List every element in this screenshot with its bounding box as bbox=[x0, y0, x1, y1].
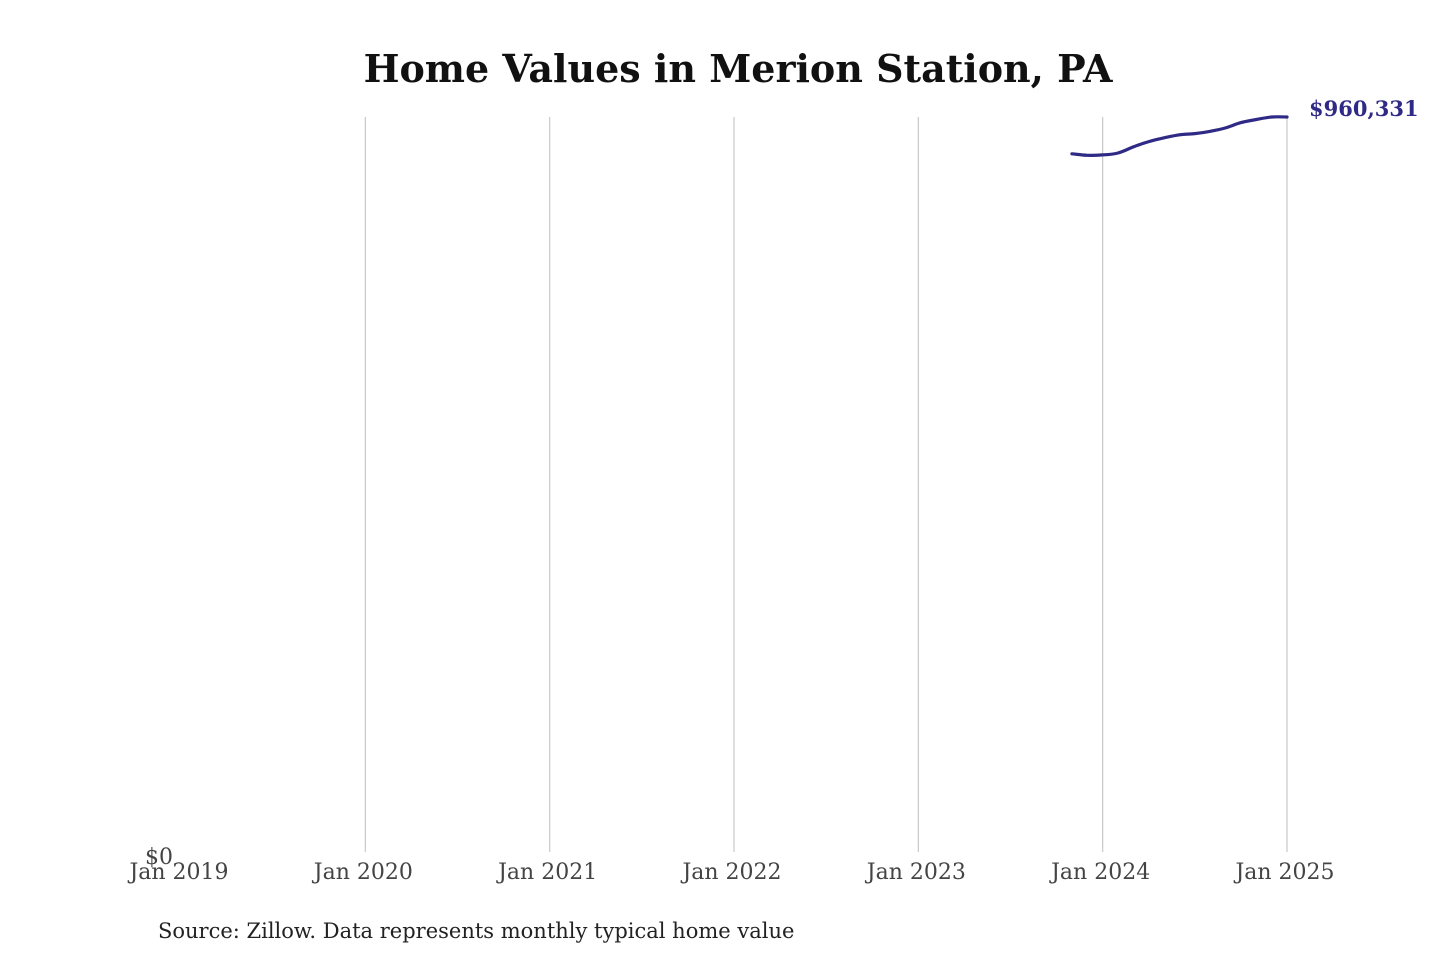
y-axis-zero-label: $0 bbox=[145, 845, 173, 870]
x-tick-label-jan-2023: Jan 2023 bbox=[865, 860, 966, 885]
gridlines bbox=[364, 117, 1288, 852]
home-value-series-line bbox=[1070, 115, 1289, 157]
x-tick-label-jan-2024: Jan 2024 bbox=[1049, 860, 1150, 885]
chart-title: Home Values in Merion Station, PA bbox=[364, 46, 1113, 91]
source-note: Source: Zillow. Data represents monthly … bbox=[158, 919, 794, 943]
end-value-label: $960,331 bbox=[1309, 96, 1419, 121]
series-layer bbox=[1070, 115, 1289, 157]
x-tick-label-jan-2020: Jan 2020 bbox=[312, 860, 413, 885]
x-tick-label-jan-2019: Jan 2019 bbox=[127, 860, 228, 885]
x-tick-label-jan-2022: Jan 2022 bbox=[680, 860, 781, 885]
x-tick-label-jan-2025: Jan 2025 bbox=[1233, 860, 1334, 885]
x-tick-label-jan-2021: Jan 2021 bbox=[496, 860, 597, 885]
x-axis-tick-labels: Jan 2019 Jan 2020 Jan 2021 Jan 2022 Jan 2023… bbox=[127, 860, 1334, 885]
